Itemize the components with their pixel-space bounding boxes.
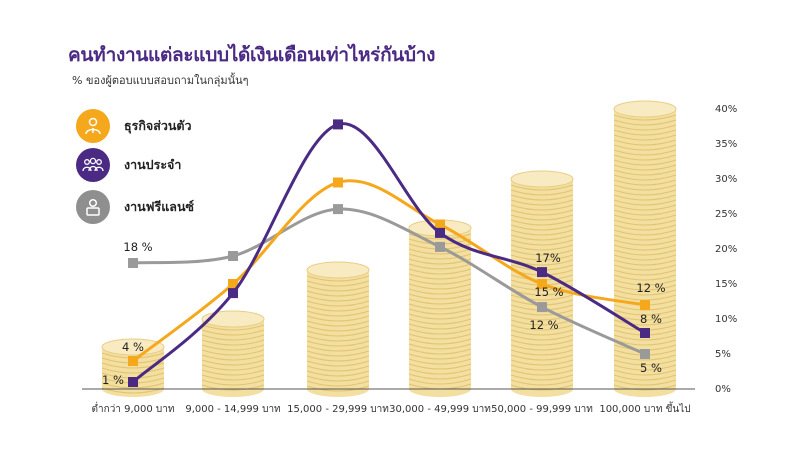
- legend-item-employee: งานประจำ: [76, 148, 181, 182]
- y-tick-label: 30%: [715, 174, 737, 185]
- series-line: [132, 207, 646, 356]
- x-tick-label: 9,000 - 14,999 บาท: [185, 404, 280, 415]
- legend-item-freelance: งานฟรีแลนซ์: [76, 190, 194, 224]
- y-tick-label: 5%: [715, 349, 731, 360]
- data-point-marker: [537, 267, 547, 278]
- data-point-marker: [128, 258, 138, 268]
- y-tick-label: 20%: [715, 244, 737, 255]
- data-label: 12 %: [636, 281, 665, 295]
- legend-label-freelance: งานฟรีแลนซ์: [124, 199, 194, 214]
- data-point-marker: [435, 241, 445, 252]
- x-tick-label: 15,000 - 29,999 บาท: [287, 404, 389, 415]
- data-point-marker: [640, 300, 650, 310]
- freelancer-icon: [76, 190, 110, 224]
- data-label: 18 %: [123, 240, 152, 254]
- y-tick-label: 10%: [715, 314, 737, 325]
- coin-stack: [306, 261, 370, 397]
- legend-label-business: ธุรกิจส่วนตัว: [124, 118, 192, 133]
- x-tick-label: 100,000 บาท ขึ้นไป: [599, 401, 690, 415]
- data-point-marker: [435, 219, 445, 230]
- data-label: 5 %: [640, 361, 662, 375]
- x-tick-label: ต่ำกว่า 9,000 บาท: [92, 401, 175, 415]
- business-owner-icon: [76, 109, 110, 143]
- data-point-marker: [640, 349, 650, 359]
- data-point-marker: [228, 288, 238, 299]
- y-tick-label: 35%: [715, 139, 737, 150]
- data-point-marker: [128, 377, 138, 387]
- y-tick-label: 15%: [715, 279, 737, 290]
- x-tick-label: 30,000 - 49,999 บาท: [389, 404, 491, 415]
- data-point-marker: [333, 204, 343, 215]
- data-label: 4 %: [122, 340, 144, 354]
- chart-subtitle: % ของผู้ตอบแบบสอบถามในกลุ่มนั้นๆ: [72, 74, 249, 87]
- data-point-marker: [228, 251, 238, 261]
- legend-item-business: ธุรกิจส่วนตัว: [76, 109, 192, 143]
- data-point-marker: [228, 279, 238, 289]
- data-point-marker: [333, 119, 343, 130]
- data-label: 1 %: [102, 373, 124, 387]
- data-point-marker: [537, 279, 547, 289]
- data-point-marker: [128, 356, 138, 366]
- coin-stack: [613, 100, 677, 397]
- x-tick-label: 50,000 - 99,999 บาท: [491, 404, 593, 415]
- data-point-marker: [333, 177, 343, 188]
- data-label: 15 %: [534, 285, 563, 299]
- y-tick-label: 40%: [715, 104, 737, 115]
- data-label: 17%: [535, 251, 561, 265]
- data-label: 8 %: [640, 312, 662, 326]
- employees-group-icon: [76, 148, 110, 182]
- data-point-marker: [435, 227, 445, 238]
- legend-label-employee: งานประจำ: [124, 157, 182, 172]
- coin-stack: [201, 310, 265, 397]
- chart-title: คนทำงานแต่ละแบบได้เงินเดือนเท่าไหร่กันบ้…: [68, 44, 436, 66]
- data-label: 12 %: [529, 318, 558, 332]
- y-tick-label: 25%: [715, 209, 737, 220]
- data-point-marker: [640, 328, 650, 338]
- y-tick-label: 0%: [715, 384, 731, 395]
- data-point-marker: [537, 302, 547, 313]
